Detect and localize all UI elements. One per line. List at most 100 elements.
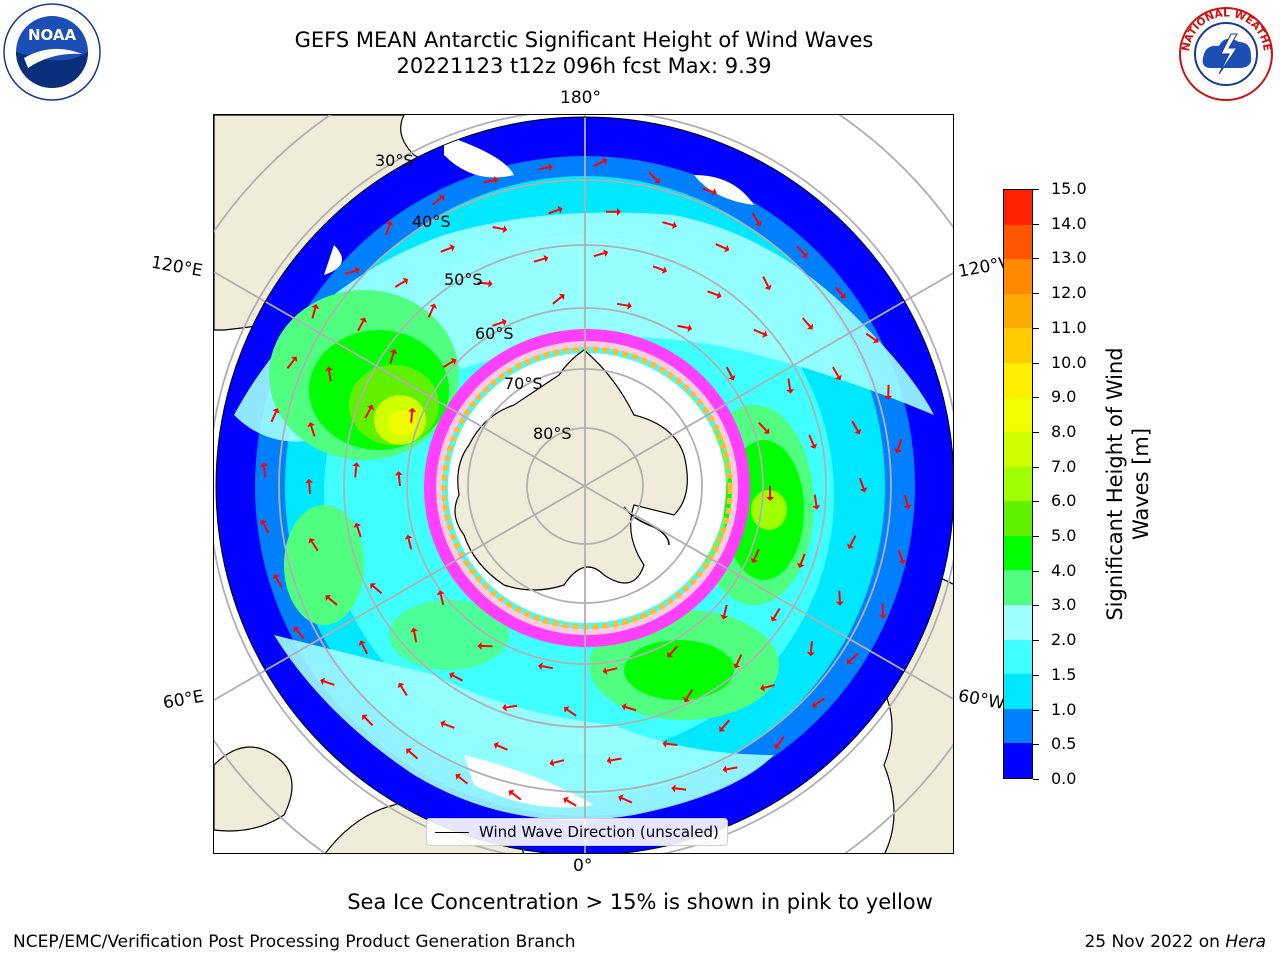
wave-direction-arrow: [449, 671, 463, 682]
wave-direction-arrow: [760, 683, 775, 692]
colorbar-tick-label: 6.0: [1051, 491, 1077, 511]
wave-direction-arrow: [362, 714, 374, 727]
wave-direction-arrow: [719, 719, 730, 732]
wave-direction-arrow: [606, 756, 622, 765]
map-legend: Wind Wave Direction (unscaled): [426, 818, 728, 846]
wave-direction-arrow: [733, 654, 743, 669]
colorbar-tick: [1033, 258, 1039, 260]
colorbar-segment: [1004, 742, 1032, 778]
lat-label-60s: 60°S: [475, 324, 514, 343]
wave-direction-arrow: [311, 304, 320, 319]
wave-direction-arrow: [770, 608, 781, 622]
wave-direction-arrow: [493, 741, 508, 751]
colorbar-tick-label: 1.5: [1051, 664, 1077, 684]
wave-direction-arrow: [538, 662, 554, 671]
wave-direction-arrow: [548, 205, 563, 215]
wave-direction-arrow: [394, 277, 409, 288]
colorbar-segment: [1004, 466, 1032, 502]
wave-direction-arrow: [410, 627, 419, 643]
colorbar-tick-label: 7.0: [1051, 456, 1077, 476]
footer-date: 25 Nov 2022 on Hera: [1084, 932, 1266, 952]
wave-direction-arrow: [364, 404, 375, 419]
wave-direction-arrow: [683, 688, 694, 703]
wave-direction-arrow: [884, 384, 893, 400]
lat-label-80s: 80°S: [533, 424, 572, 443]
colorbar-segment: [1004, 258, 1032, 294]
chart-title: GEFS MEAN Antarctic Significant Height o…: [294, 28, 874, 52]
wave-direction-arrow: [903, 494, 912, 510]
colorbar-segment: [1004, 224, 1032, 260]
legend-line-sample: [435, 831, 469, 833]
colorbar-tick: [1033, 327, 1039, 329]
wave-direction-arrow: [812, 697, 825, 708]
wave-direction-arrow: [440, 244, 455, 253]
colorbar-title-line1: Significant Height of Wind: [1103, 347, 1127, 621]
wave-direction-arrow: [385, 221, 394, 236]
chart-subtitle: 20221123 t12z 096h fcst Max: 9.39: [396, 54, 772, 78]
colorbar: [1003, 189, 1033, 779]
sea-ice-caption: Sea Ice Concentration > 15% is shown in …: [347, 890, 933, 914]
lon-label-60w: 60°W: [956, 686, 1007, 714]
colorbar-tick: [1033, 466, 1039, 468]
colorbar-tick: [1033, 189, 1039, 190]
wave-direction-arrow: [492, 225, 508, 234]
wave-direction-arrow: [404, 534, 413, 550]
colorbar-tick: [1033, 431, 1039, 433]
wave-direction-arrow: [605, 207, 621, 216]
wave-direction-arrow: [549, 758, 565, 767]
wave-direction-arrow: [389, 349, 398, 364]
wave-direction-arrow: [477, 642, 493, 651]
wave-direction-arrow: [671, 784, 687, 793]
wave-direction-arrow: [762, 276, 772, 290]
colorbar-tick-label: 0.0: [1051, 769, 1077, 788]
wave-direction-arrow: [270, 408, 280, 423]
wave-direction-arrow: [750, 548, 760, 563]
wave-direction-arrow: [259, 519, 270, 534]
wave-direction-arrow: [286, 356, 298, 369]
wave-direction-arrow: [720, 604, 729, 620]
noaa-logo: NOAA: [3, 3, 101, 101]
wave-direction-arrow: [834, 286, 846, 299]
lat-label-40s: 40°S: [412, 212, 451, 231]
colorbar-tick: [1033, 501, 1039, 503]
colorbar-tick: [1033, 709, 1039, 711]
nws-logo: NATIONAL WEATHER SERVICE: [1175, 2, 1273, 101]
wave-direction-arrow: [652, 265, 668, 274]
colorbar-tick-label: 15.0: [1051, 179, 1087, 198]
wave-direction-arrow: [802, 317, 814, 330]
wave-direction-arrow: [702, 187, 717, 196]
wave-direction-arrow: [563, 706, 577, 717]
wave-direction-arrow: [408, 407, 417, 423]
lat-label-70s: 70°S: [504, 374, 543, 393]
wave-direction-arrow: [846, 652, 859, 665]
wave-direction-arrow: [353, 522, 362, 538]
wave-direction-arrow: [806, 641, 815, 657]
wave-direction-arrow: [648, 171, 660, 184]
colorbar-tick-label: 11.0: [1051, 317, 1087, 337]
svg-text:NOAA: NOAA: [28, 26, 77, 44]
colorbar-segment: [1004, 708, 1032, 744]
wave-direction-arrow: [563, 796, 577, 807]
wave-direction-arrow: [397, 682, 408, 697]
wave-direction-arrow: [835, 590, 844, 606]
wave-direction-arrow: [851, 420, 862, 435]
wave-direction-arrow: [796, 245, 808, 258]
wave-direction-arrow: [766, 485, 775, 501]
colorbar-segment: [1004, 500, 1032, 536]
wave-direction-arrow: [812, 494, 821, 510]
colorbar-segment: [1004, 397, 1032, 433]
wave-direction-arrow: [352, 462, 361, 478]
footer-organization: NCEP/EMC/Verification Post Processing Pr…: [13, 932, 576, 952]
colorbar-segment: [1004, 639, 1032, 675]
wave-direction-arrow: [272, 573, 283, 588]
colorbar-tick: [1033, 570, 1039, 572]
colorbar-tick-label: 4.0: [1051, 560, 1077, 580]
wave-direction-arrow: [602, 666, 618, 675]
wave-direction-arrow: [508, 789, 522, 801]
wave-direction-arrow: [832, 366, 842, 381]
wave-direction-arrow: [358, 640, 369, 655]
colorbar-tick-label: 8.0: [1051, 421, 1077, 441]
wave-direction-arrow: [662, 221, 677, 230]
wave-direction-arrow: [715, 243, 730, 253]
footer-host: Hera: [1225, 932, 1266, 952]
